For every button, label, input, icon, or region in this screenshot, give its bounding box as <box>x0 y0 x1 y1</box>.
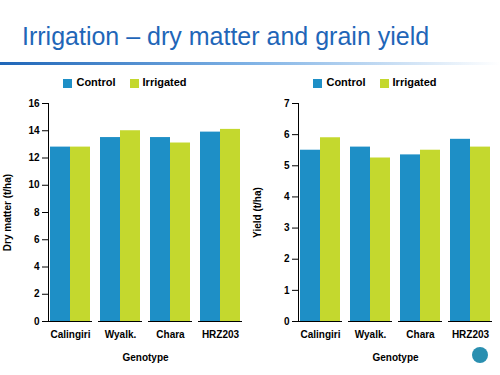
svg-text:Genotype: Genotype <box>122 352 169 363</box>
svg-text:Yield (t/ha): Yield (t/ha) <box>252 187 263 238</box>
svg-text:Wyalk.: Wyalk. <box>105 329 137 340</box>
svg-text:Genotype: Genotype <box>372 352 419 363</box>
svg-text:3: 3 <box>284 222 290 233</box>
svg-text:1: 1 <box>284 285 290 296</box>
html-text:Irrigated: Irrigated <box>142 76 187 88</box>
svg-text:2: 2 <box>34 288 40 299</box>
svg-text:HRZ203: HRZ203 <box>202 329 240 340</box>
svg-text:Chara: Chara <box>156 329 185 340</box>
svg-text:Wyalk.: Wyalk. <box>355 329 387 340</box>
html-text:Control: Control <box>76 76 116 88</box>
svg-text:HRZ203: HRZ203 <box>452 329 490 340</box>
svg-text:12: 12 <box>28 152 40 163</box>
svg-text:6: 6 <box>34 234 40 245</box>
svg-text:8: 8 <box>34 207 40 218</box>
svg-text:2: 2 <box>284 253 290 264</box>
svg-text:6: 6 <box>284 129 290 140</box>
svg-text:7: 7 <box>284 98 290 109</box>
svg-text:5: 5 <box>284 160 290 171</box>
svg-text:0: 0 <box>34 316 40 327</box>
svg-text:Dry matter (t/ha): Dry matter (t/ha) <box>2 174 13 251</box>
svg-text:4: 4 <box>34 261 40 272</box>
svg-text:Chara: Chara <box>406 329 435 340</box>
svg-text:16: 16 <box>28 98 40 109</box>
svg-text:Calingiri: Calingiri <box>50 329 90 340</box>
svg-text:10: 10 <box>28 179 40 190</box>
svg-text:4: 4 <box>284 191 290 202</box>
svg-text:14: 14 <box>28 125 40 136</box>
html-text:Control: Control <box>326 76 366 88</box>
svg-text:0: 0 <box>284 316 290 327</box>
html-text:Irrigation – dry matter and gr: Irrigation – dry matter and grain yield <box>22 22 430 50</box>
html-text:Irrigated: Irrigated <box>392 76 437 88</box>
svg-text:Calingiri: Calingiri <box>300 329 340 340</box>
